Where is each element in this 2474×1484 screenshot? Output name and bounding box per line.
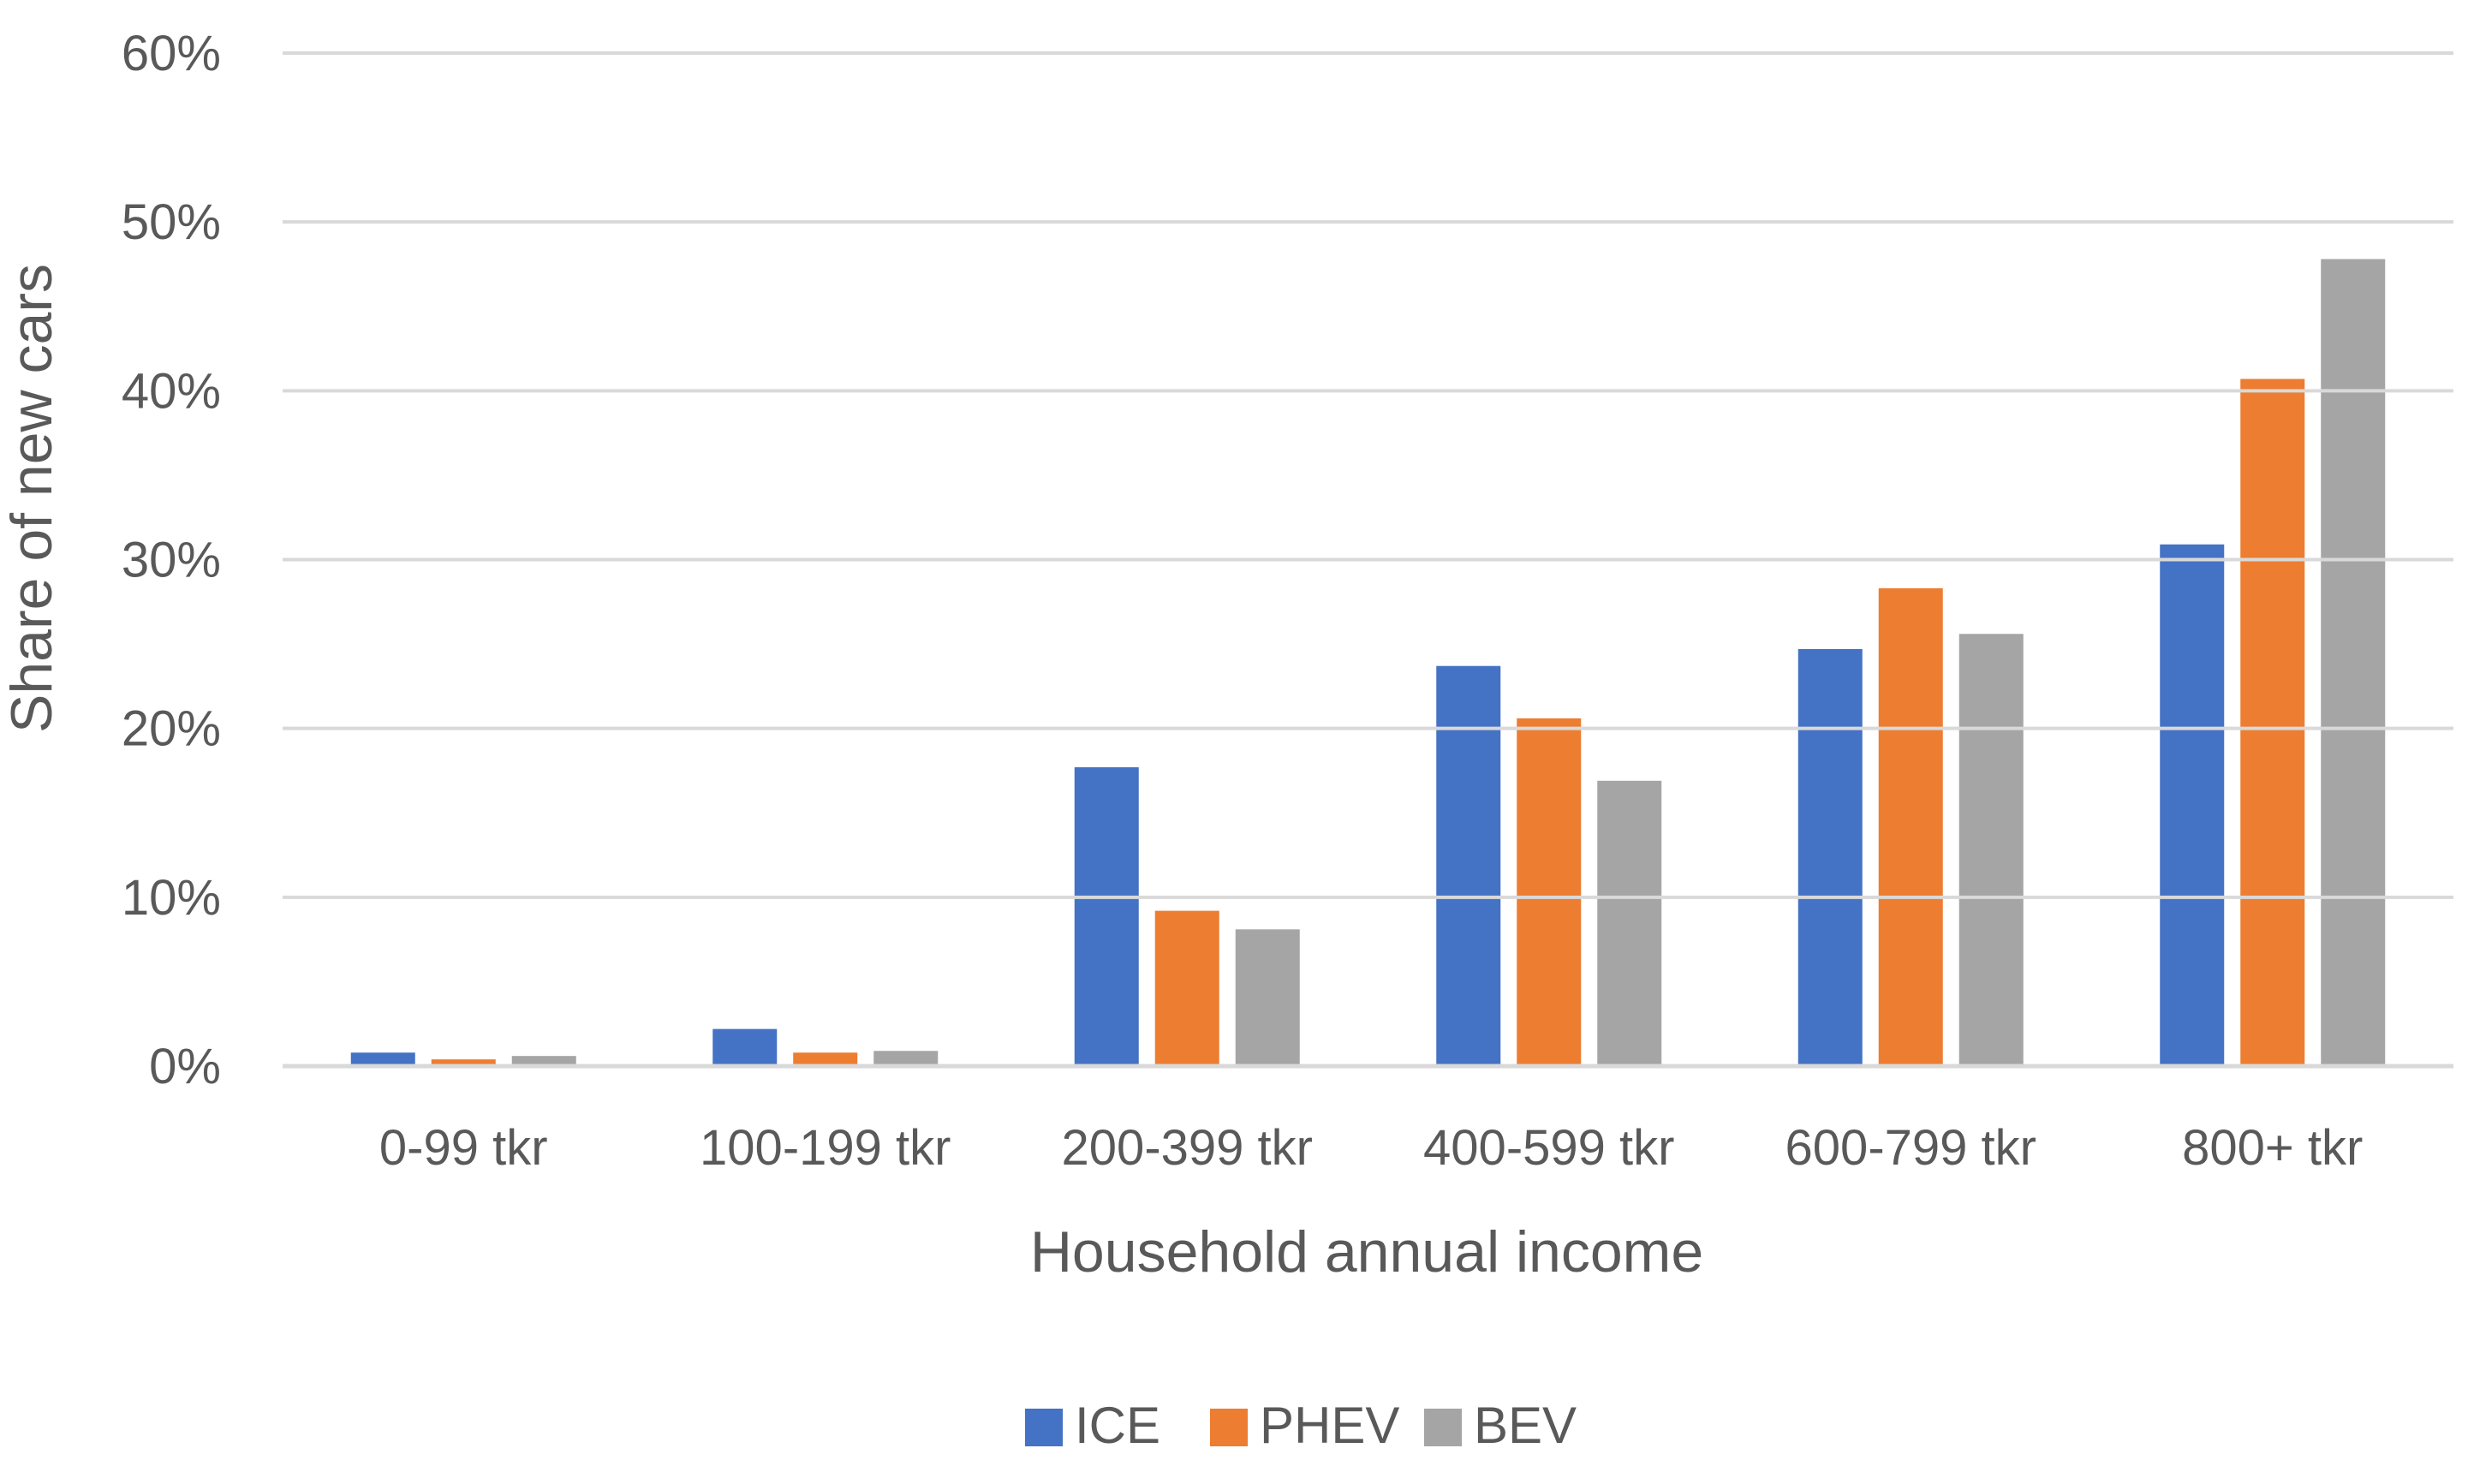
bar-bev-3 — [1235, 929, 1300, 1066]
bar-ice-5 — [1797, 648, 1863, 1066]
bar-phev-6 — [2240, 378, 2305, 1066]
gridlines — [283, 51, 2453, 1069]
y-axis-ticks: 0% 10% 20% 30% 40% 50% 60% — [122, 26, 221, 1094]
legend-item-ice[interactable]: ICE — [1025, 1397, 1160, 1454]
bar-ice-3 — [1074, 767, 1139, 1066]
bar-bev-5 — [1958, 634, 2024, 1066]
bar-ice-4 — [1436, 665, 1501, 1066]
bar-phev-3 — [1154, 910, 1219, 1066]
x-tick-label: 0-99 tkr — [379, 1120, 548, 1176]
bar-phev-2 — [793, 1052, 858, 1066]
bar-phev-4 — [1517, 718, 1582, 1066]
legend-item-bev[interactable]: BEV — [1424, 1397, 1577, 1454]
legend-swatch-ice — [1025, 1409, 1063, 1446]
y-tick-label: 0% — [149, 1039, 221, 1094]
x-axis-title: Household annual income — [1030, 1219, 1703, 1284]
bar-ice-6 — [2160, 544, 2225, 1066]
legend-label-bev: BEV — [1474, 1397, 1577, 1454]
y-tick-label: 20% — [122, 701, 221, 757]
x-tick-label: 800+ tkr — [2182, 1120, 2363, 1176]
x-tick-label: 400-599 tkr — [1423, 1120, 1674, 1176]
bar-phev-1 — [431, 1059, 496, 1066]
y-tick-label: 60% — [122, 26, 221, 81]
x-axis-ticks: 0-99 tkr 100-199 tkr 200-399 tkr 400-599 tk… — [379, 1120, 2363, 1176]
y-axis-title: Share of new cars — [0, 264, 64, 733]
bar-ice-2 — [712, 1028, 778, 1066]
bar-bev-2 — [873, 1051, 939, 1066]
x-tick-label: 100-199 tkr — [700, 1120, 951, 1176]
y-tick-label: 50% — [122, 194, 221, 250]
bar-ice-1 — [350, 1052, 415, 1066]
x-tick-label: 600-799 tkr — [1785, 1120, 2036, 1176]
legend-label-phev: PHEV — [1260, 1397, 1399, 1454]
bar-phev-5 — [1878, 588, 1943, 1066]
x-tick-label: 200-399 tkr — [1062, 1120, 1313, 1176]
bars — [350, 259, 2386, 1066]
legend-item-phev[interactable]: PHEV — [1210, 1397, 1399, 1454]
bar-bev-6 — [2321, 259, 2386, 1066]
legend-swatch-phev — [1210, 1409, 1248, 1446]
bar-bev-4 — [1597, 780, 1662, 1066]
y-tick-label: 30% — [122, 533, 221, 588]
legend: ICE PHEV BEV — [1025, 1397, 1577, 1454]
legend-label-ice: ICE — [1075, 1397, 1160, 1454]
legend-swatch-bev — [1424, 1409, 1462, 1446]
y-tick-label: 10% — [122, 870, 221, 926]
bar-bev-1 — [511, 1056, 576, 1066]
y-tick-label: 40% — [122, 363, 221, 419]
